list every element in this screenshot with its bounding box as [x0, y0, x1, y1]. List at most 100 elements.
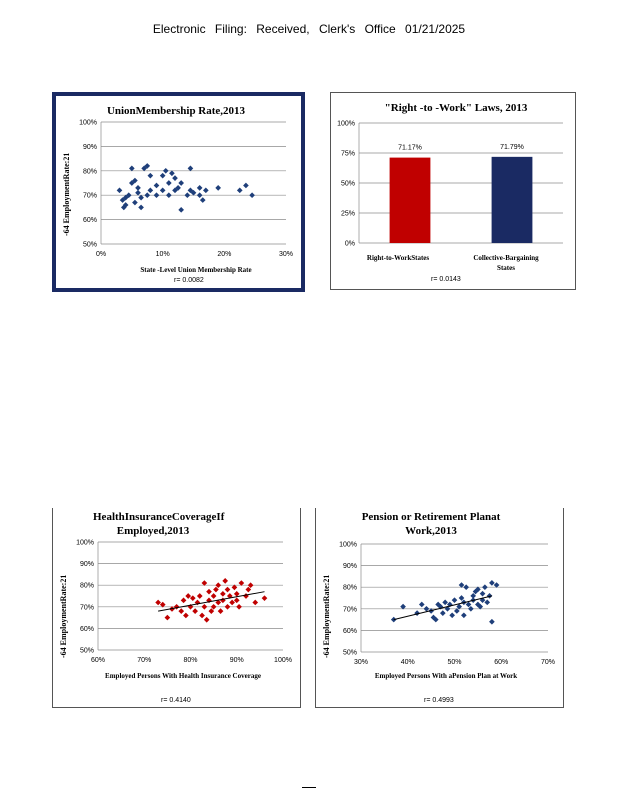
x-tick-label: 80%: [183, 657, 197, 664]
x-tick-label: 30%: [279, 251, 293, 258]
data-point: [451, 597, 458, 603]
y-tick-label: 60%: [83, 217, 97, 224]
data-point: [201, 603, 208, 610]
x-tick-label: 50%: [447, 659, 461, 666]
page-footer-mark: [302, 787, 316, 788]
x-axis-label: State -Level Union Membership Rate: [140, 266, 252, 274]
data-point: [222, 578, 229, 584]
y-tick-label: 100%: [76, 540, 94, 547]
data-point: [470, 593, 477, 599]
y-tick-label: 50%: [343, 650, 357, 657]
y-tick-label: 80%: [83, 168, 97, 175]
data-point: [189, 595, 196, 601]
y-tick-label: 50%: [80, 648, 94, 655]
bar-value-label: 71.79%: [500, 144, 524, 151]
scatter-plot: 50% 60% 70% 80% 90% 100% 30% 40% 50% 60% 70%: [339, 542, 555, 667]
data-point: [196, 185, 203, 191]
data-point: [203, 187, 209, 194]
x-tick-label: 30%: [354, 659, 368, 666]
x-tick-label: 90%: [230, 657, 244, 664]
r-value: r= 0.4993: [424, 697, 454, 704]
y-tick-label: 70%: [83, 193, 97, 200]
data-point: [468, 605, 474, 612]
data-point: [196, 593, 203, 599]
y-tick-label: 70%: [80, 604, 94, 611]
data-point: [183, 612, 189, 619]
chart-title: "Right -to -Work" Laws, 2013: [384, 102, 528, 114]
data-point: [184, 192, 191, 199]
y-tick-label: 50%: [83, 242, 97, 249]
trendline: [393, 595, 493, 621]
chart-title: UnionMembership Rate,2013: [106, 105, 246, 117]
y-tick-label: 50%: [341, 181, 355, 188]
data-point: [196, 192, 203, 199]
category-label: Right-to-WorkStates: [366, 254, 430, 262]
data-point: [192, 608, 198, 614]
y-tick-label: 75%: [341, 151, 355, 158]
filing-header: Electronic Filing: Received, Clerk's Off…: [152, 22, 466, 36]
data-point: [147, 172, 154, 179]
scatter-plot: 50% 60% 70% 80% 90% 100% 0% 10% 20% 30%: [79, 120, 293, 259]
trendline: [158, 591, 265, 612]
data-point: [210, 593, 217, 599]
bar: [389, 157, 431, 243]
data-point: [185, 593, 192, 599]
data-point: [132, 199, 138, 206]
data-point: [180, 597, 187, 604]
data-point: [400, 603, 406, 610]
data-point: [178, 608, 185, 614]
data-point: [215, 185, 221, 191]
data-point: [199, 197, 206, 203]
data-point: [144, 163, 151, 169]
x-tick-label: 70%: [541, 659, 555, 666]
data-point: [252, 599, 259, 606]
y-tick-label: 25%: [341, 211, 355, 218]
data-point: [138, 194, 144, 201]
data-point: [489, 580, 495, 586]
data-point: [236, 603, 242, 610]
chart-right-to-work: "Right -to -Work" Laws, 2013 0% 25% 50% 75%…: [330, 92, 576, 290]
data-point: [224, 603, 231, 610]
chart-pension-plan: Pension or Retirement Planat Work,2013 -…: [315, 508, 564, 708]
data-point: [203, 616, 210, 623]
scatter-plot: 50% 60% 70% 80% 90% 100% 60% 70% 80% 90% 100%: [76, 540, 292, 665]
data-point: [166, 192, 172, 199]
r-value: r= 0.0082: [174, 277, 204, 284]
x-tick-label: 20%: [217, 251, 231, 258]
data-point: [456, 603, 463, 610]
x-tick-label: 60%: [91, 657, 105, 664]
data-point: [116, 187, 123, 194]
y-tick-label: 80%: [343, 585, 357, 592]
data-point: [162, 167, 169, 174]
data-point: [461, 612, 467, 619]
y-tick-label: 60%: [80, 626, 94, 633]
data-point: [217, 608, 224, 614]
data-point: [261, 595, 268, 601]
data-point: [482, 584, 488, 591]
x-tick-label: 60%: [494, 659, 508, 666]
data-point: [243, 182, 249, 189]
x-tick-label: 40%: [401, 659, 415, 666]
r-value: r= 0.0143: [431, 276, 461, 283]
x-axis-label: Employed Persons With Health Insurance C…: [105, 672, 261, 680]
data-point: [178, 180, 184, 186]
data-point: [122, 202, 129, 208]
category-label: Collective-Bargaining States: [473, 254, 539, 272]
y-tick-label: 80%: [80, 583, 94, 590]
data-point: [249, 192, 255, 199]
data-point: [442, 599, 448, 606]
data-point: [489, 618, 495, 625]
data-point: [206, 588, 212, 595]
data-point: [187, 165, 194, 172]
bar: [491, 156, 533, 243]
data-point: [484, 599, 491, 606]
x-tick-label: 100%: [274, 657, 292, 664]
data-point: [236, 187, 243, 194]
data-point: [199, 612, 205, 619]
data-point: [233, 591, 240, 597]
data-point: [129, 165, 135, 172]
data-point: [166, 180, 172, 186]
chart-title: HealthInsuranceCoverageIf Employed,2013: [93, 511, 225, 537]
data-point: [164, 614, 171, 621]
data-point: [159, 187, 166, 194]
